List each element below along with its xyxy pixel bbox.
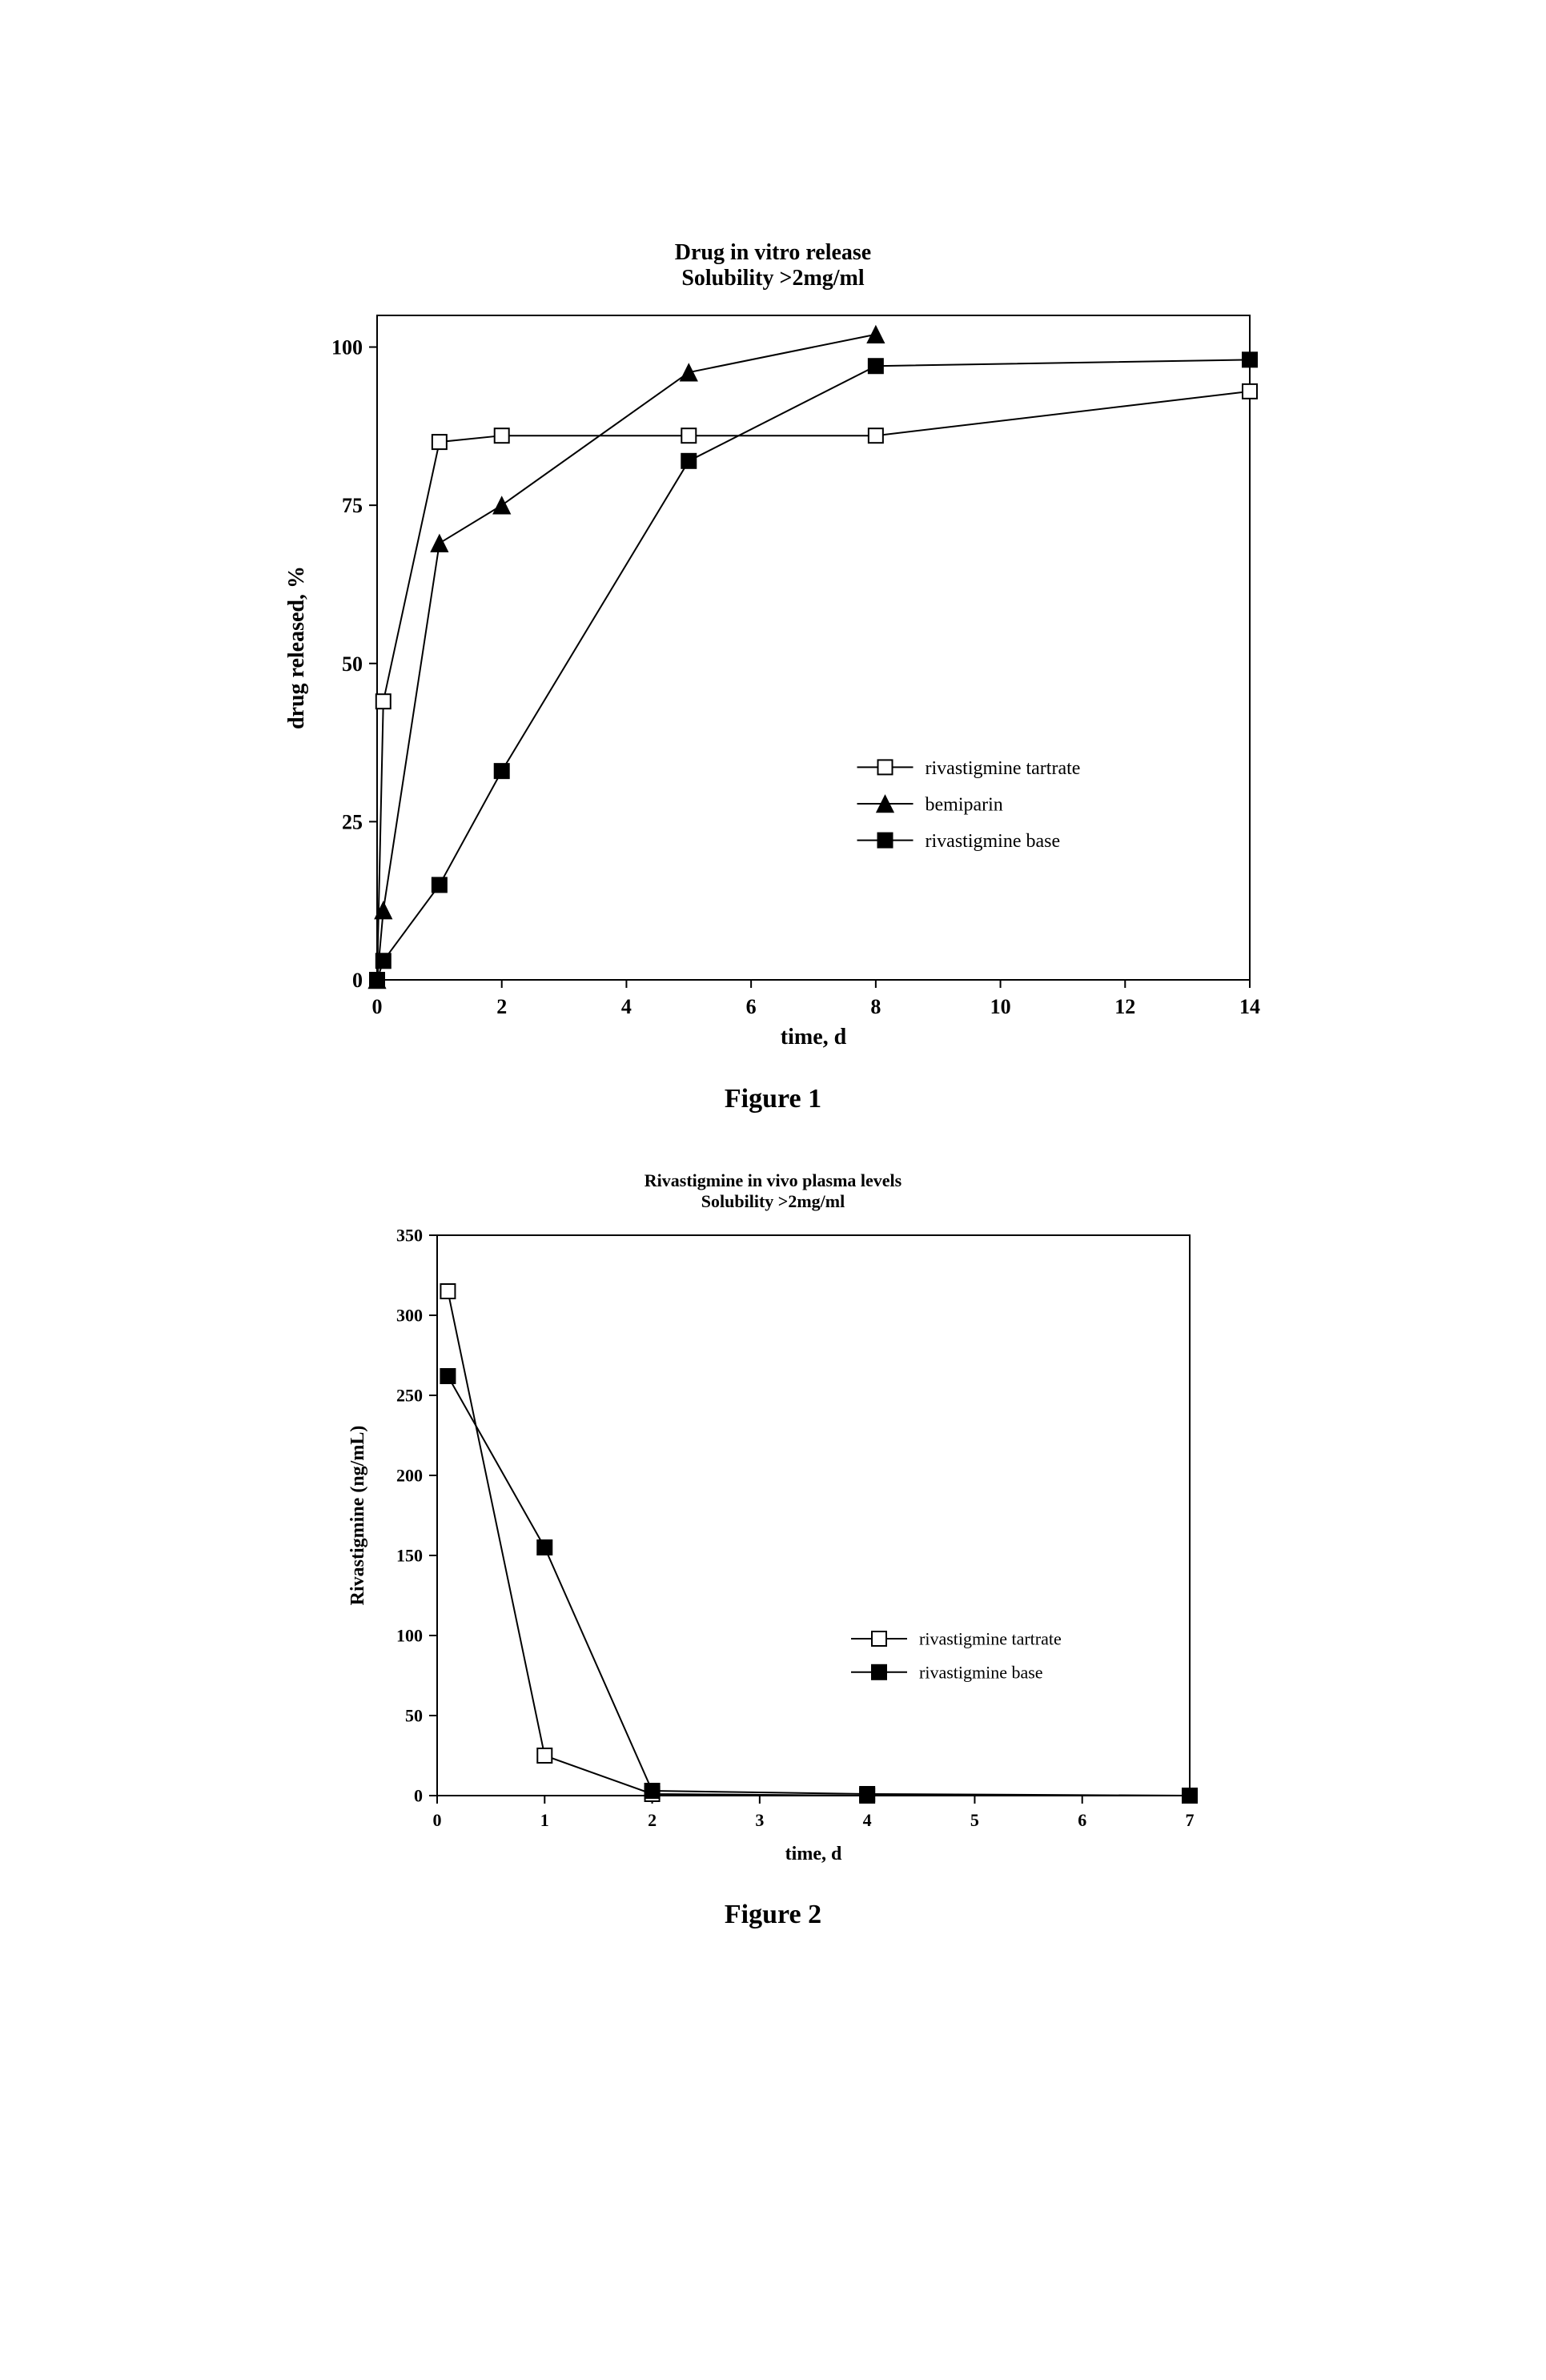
svg-text:2: 2 <box>496 995 507 1018</box>
svg-text:0: 0 <box>371 995 382 1018</box>
svg-text:drug released, %: drug released, % <box>284 566 309 729</box>
figure-1-title-line2: Solubility >2mg/ml <box>681 266 864 291</box>
figure-2-title-line2: Solubility >2mg/ml <box>701 1191 845 1211</box>
svg-text:350: 350 <box>396 1226 423 1246</box>
svg-text:200: 200 <box>396 1466 423 1486</box>
svg-text:100: 100 <box>396 1626 423 1646</box>
svg-text:25: 25 <box>342 811 363 834</box>
svg-text:0: 0 <box>432 1810 441 1830</box>
svg-text:6: 6 <box>1078 1810 1086 1830</box>
figure-1-chart: 0 2 4 6 8 10 12 14 0 25 50 75 100 time, d drug release… <box>273 291 1274 1060</box>
svg-text:8: 8 <box>870 995 881 1018</box>
svg-text:75: 75 <box>342 495 363 518</box>
svg-text:50: 50 <box>405 1706 423 1726</box>
svg-text:0: 0 <box>352 969 363 992</box>
figure-2-title-line1: Rivastigmine in vivo plasma levels <box>645 1170 901 1190</box>
svg-text:time, d: time, d <box>780 1025 846 1050</box>
svg-text:0: 0 <box>414 1786 423 1806</box>
svg-text:10: 10 <box>990 995 1010 1018</box>
svg-text:time, d: time, d <box>785 1844 841 1864</box>
svg-text:12: 12 <box>1114 995 1135 1018</box>
svg-text:2: 2 <box>648 1810 657 1830</box>
svg-text:rivastigmine base: rivastigmine base <box>919 1662 1043 1682</box>
svg-text:250: 250 <box>396 1386 423 1406</box>
svg-text:Rivastigmine (ng/mL): Rivastigmine (ng/mL) <box>347 1426 368 1606</box>
svg-text:14: 14 <box>1239 995 1260 1018</box>
svg-text:150: 150 <box>396 1546 423 1566</box>
svg-text:100: 100 <box>331 336 363 359</box>
svg-text:bemiparin: bemiparin <box>925 795 1002 816</box>
page: Drug in vitro release Solubility >2mg/ml… <box>0 0 1546 1930</box>
figure-1-wrapper: Drug in vitro release Solubility >2mg/ml… <box>273 240 1274 1114</box>
svg-text:4: 4 <box>620 995 631 1018</box>
svg-text:5: 5 <box>970 1810 978 1830</box>
figure-2-caption: Figure 2 <box>333 1900 1214 1930</box>
svg-text:4: 4 <box>862 1810 871 1830</box>
svg-text:7: 7 <box>1185 1810 1194 1830</box>
svg-text:3: 3 <box>755 1810 764 1830</box>
figure-2-wrapper: Rivastigmine in vivo plasma levels Solub… <box>333 1170 1214 1930</box>
svg-text:rivastigmine tartrate: rivastigmine tartrate <box>925 758 1080 779</box>
figure-1-title-line1: Drug in vitro release <box>675 240 871 265</box>
svg-text:1: 1 <box>540 1810 548 1830</box>
figure-2-title: Rivastigmine in vivo plasma levels Solub… <box>333 1170 1214 1211</box>
figure-1-caption: Figure 1 <box>273 1084 1274 1114</box>
svg-text:6: 6 <box>745 995 756 1018</box>
svg-text:50: 50 <box>342 652 363 676</box>
figure-1-title: Drug in vitro release Solubility >2mg/ml <box>273 240 1274 291</box>
svg-text:300: 300 <box>396 1306 423 1326</box>
svg-text:rivastigmine base: rivastigmine base <box>925 831 1060 852</box>
svg-text:rivastigmine tartrate: rivastigmine tartrate <box>919 1629 1062 1649</box>
figure-2-chart: 0 1 2 3 4 5 6 7 0 50 100 150 200 250 300 350 time, d Riva… <box>333 1211 1214 1876</box>
